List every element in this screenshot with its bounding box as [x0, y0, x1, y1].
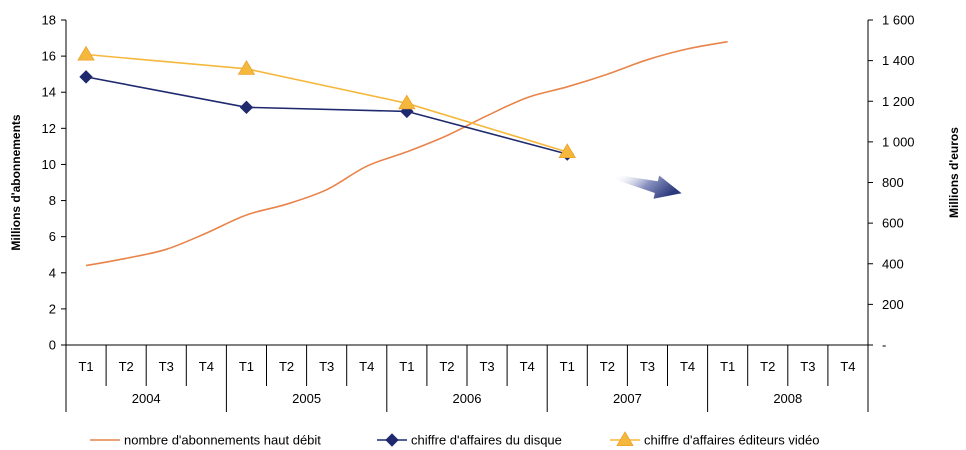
quarter-label: T4 — [840, 359, 855, 374]
left-tick-label: 0 — [49, 338, 56, 353]
quarter-label: T2 — [279, 359, 294, 374]
series-2 — [79, 70, 574, 161]
right-tick-label: 1 400 — [882, 53, 915, 68]
legend-item: chiffre d'affaires du disque — [377, 433, 562, 448]
year-label: 2004 — [132, 391, 161, 406]
year-label: 2005 — [292, 391, 321, 406]
quarter-label: T2 — [760, 359, 775, 374]
quarter-label: T4 — [359, 359, 374, 374]
quarter-label: T1 — [720, 359, 735, 374]
year-label: 2007 — [613, 391, 642, 406]
legend-label: nombre d'abonnements haut débit — [124, 433, 321, 448]
right-tick-label: 400 — [882, 256, 904, 271]
year-label: 2006 — [453, 391, 482, 406]
data-point — [77, 45, 95, 61]
quarter-label: T1 — [399, 359, 414, 374]
left-tick-label: 4 — [49, 265, 56, 280]
quarter-label: T1 — [78, 359, 93, 374]
legend-item: chiffre d'affaires éditeurs vidéo — [610, 431, 819, 448]
left-tick-label: 18 — [42, 13, 56, 28]
data-point — [79, 70, 93, 84]
series-1 — [85, 40, 728, 267]
quarter-label: T2 — [119, 359, 134, 374]
series-line — [85, 53, 568, 153]
left-tick-label: 12 — [42, 121, 56, 136]
data-point — [239, 100, 254, 115]
data-point — [385, 433, 399, 447]
left-axis-ticks: 0 2 4 6 8 10 12 14 16 18 — [42, 13, 66, 353]
data-point — [398, 94, 416, 110]
right-tick-label: 200 — [882, 297, 904, 312]
left-tick-label: 6 — [49, 229, 56, 244]
data-point — [616, 431, 634, 447]
left-tick-label: 14 — [42, 85, 56, 100]
left-tick-label: 8 — [49, 193, 56, 208]
left-tick-label: 16 — [42, 49, 56, 64]
quarter-label: T3 — [479, 359, 494, 374]
right-tick-label: 1 200 — [882, 94, 915, 109]
right-axis-ticks: - 200 400 600 800 1 000 1 200 1 400 1 600 — [868, 13, 915, 353]
series-line — [85, 40, 728, 267]
quarter-label: T4 — [520, 359, 535, 374]
x-axis-categories: T1 T2 T3 T4 T1 T2 T3 T4 T1 T2 T3 T4 T1 T2 T3 T4 T1 T2 T3 T4… — [65, 345, 869, 412]
left-axis-title: Millions d'abonnements — [9, 114, 23, 251]
right-tick-label: 600 — [882, 216, 904, 231]
right-axis-title: Millions d'euros — [947, 127, 961, 218]
left-tick-label: 2 — [49, 301, 56, 316]
quarter-label: T3 — [159, 359, 174, 374]
quarter-label: T1 — [239, 359, 254, 374]
series-layer — [77, 40, 728, 267]
right-tick-label: 1 600 — [882, 13, 915, 28]
quarter-label: T1 — [560, 359, 575, 374]
trend-arrow — [614, 174, 682, 199]
data-point — [237, 59, 256, 75]
trend-arrow-annotation — [614, 174, 682, 199]
quarter-label: T3 — [319, 359, 334, 374]
quarter-label: T4 — [199, 359, 214, 374]
quarter-label: T2 — [439, 359, 454, 374]
data-point — [558, 143, 576, 159]
legend-label: chiffre d'affaires éditeurs vidéo — [644, 433, 819, 448]
quarter-label: T4 — [680, 359, 695, 374]
legend-label: chiffre d'affaires du disque — [411, 433, 562, 448]
year-label: 2008 — [773, 391, 802, 406]
legend-item: nombre d'abonnements haut débit — [90, 433, 321, 448]
quarter-label: T3 — [640, 359, 655, 374]
series-3 — [77, 45, 576, 159]
left-tick-label: 10 — [42, 157, 56, 172]
right-tick-label: 1 000 — [882, 134, 915, 149]
right-tick-label: 800 — [882, 175, 904, 190]
series-line — [85, 76, 568, 155]
right-tick-label: - — [882, 338, 886, 353]
legend: nombre d'abonnements haut débit chiffre d… — [90, 431, 819, 448]
quarter-label: T3 — [800, 359, 815, 374]
quarter-label: T2 — [600, 359, 615, 374]
